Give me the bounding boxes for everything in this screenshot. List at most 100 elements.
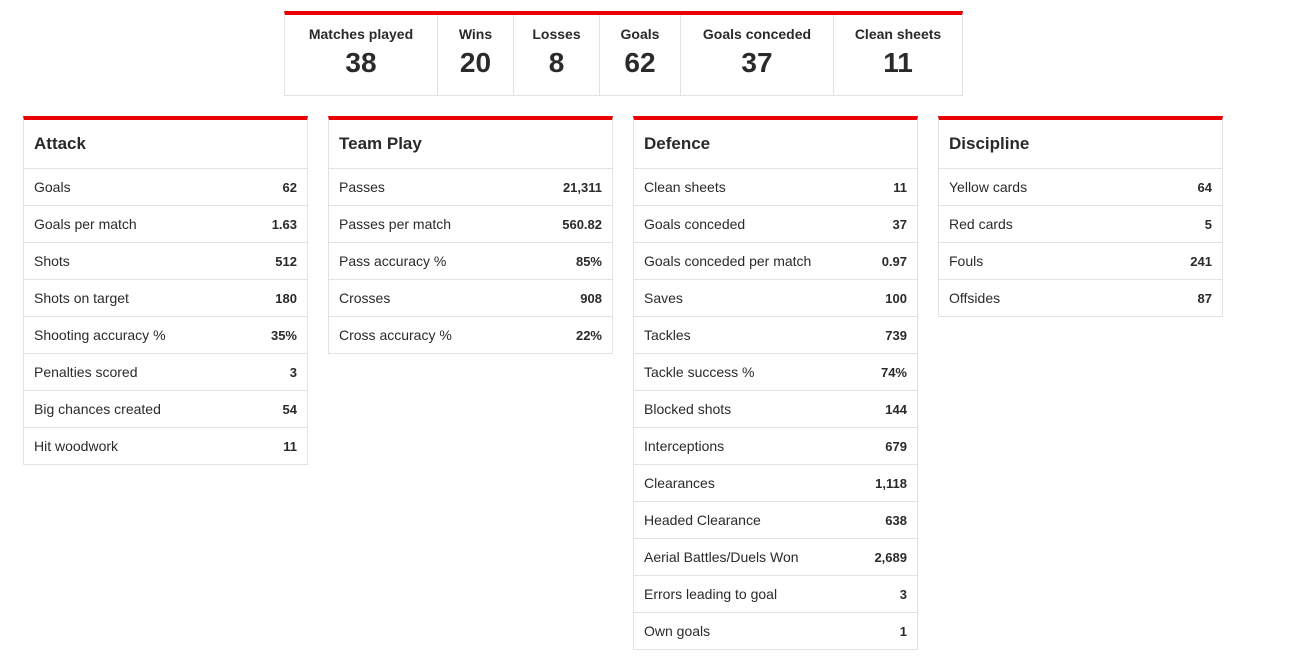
stat-value: 21,311	[562, 179, 602, 195]
stat-label: Headed Clearance	[644, 512, 761, 528]
stat-row: Passes 21,311	[329, 169, 612, 206]
panel-attack: Attack Goals 62 Goals per match 1.63 Shots…	[23, 116, 308, 465]
stat-value: 739	[885, 327, 907, 343]
stat-row: Interceptions 679	[634, 428, 917, 465]
stat-value: 22%	[575, 327, 602, 343]
stat-row: Goals conceded per match 0.97	[634, 243, 917, 280]
stat-value: 638	[885, 512, 907, 528]
stat-value: 62	[282, 179, 297, 195]
summary-value: 37	[741, 47, 773, 78]
stat-row: Hit woodwork 11	[24, 428, 307, 464]
season-summary: Matches played 38 Wins 20 Losses 8 Goals…	[284, 11, 963, 96]
summary-label: Goals conceded	[702, 26, 812, 42]
stat-value: 11	[283, 438, 297, 454]
stat-value: 100	[885, 290, 907, 306]
stat-row: Saves 100	[634, 280, 917, 317]
stat-label: Penalties scored	[34, 364, 138, 380]
stat-value: 512	[275, 253, 297, 269]
stat-value: 35%	[270, 327, 297, 343]
stat-label: Offsides	[949, 290, 1001, 306]
stat-label: Crosses	[339, 290, 391, 306]
stat-label: Goals	[34, 179, 71, 195]
stat-value: 37	[892, 216, 907, 232]
stat-row: Headed Clearance 638	[634, 502, 917, 539]
stat-label: Own goals	[644, 623, 711, 639]
stat-row: Goals conceded 37	[634, 206, 917, 243]
stat-value: 87	[1197, 290, 1212, 306]
stat-value: 5	[1204, 216, 1212, 232]
stat-label: Goals conceded per match	[644, 253, 812, 269]
stat-row: Shots 512	[24, 243, 307, 280]
stat-label: Fouls	[949, 253, 984, 269]
stat-value: 1.63	[271, 216, 297, 232]
stat-row: Shots on target 180	[24, 280, 307, 317]
stat-row: Big chances created 54	[24, 391, 307, 428]
panel-title: Attack	[24, 120, 307, 169]
stat-value: 64	[1197, 179, 1212, 195]
stat-value: 2,689	[874, 549, 907, 565]
stat-row: Pass accuracy % 85%	[329, 243, 612, 280]
stat-label: Clearances	[644, 475, 715, 491]
stat-value: 1	[899, 623, 907, 639]
summary-value: 62	[624, 47, 656, 78]
stat-row: Red cards 5	[939, 206, 1222, 243]
summary-value: 38	[345, 47, 377, 78]
stat-label: Blocked shots	[644, 401, 732, 417]
stat-value: 3	[289, 364, 297, 380]
stat-row: Cross accuracy % 22%	[329, 317, 612, 353]
stat-label: Goals conceded	[644, 216, 746, 232]
panel-team-play: Team Play Passes 21,311 Passes per match 5…	[328, 116, 613, 354]
stat-label: Passes per match	[339, 216, 452, 232]
summary-label: Clean sheets	[854, 26, 942, 42]
stat-value: 180	[275, 290, 297, 306]
stat-row: Penalties scored 3	[24, 354, 307, 391]
stat-row: Goals per match 1.63	[24, 206, 307, 243]
stat-value: 54	[282, 401, 297, 417]
stat-row: Goals 62	[24, 169, 307, 206]
stat-value: 11	[893, 179, 907, 195]
summary-label: Goals	[620, 26, 660, 42]
stat-label: Interceptions	[644, 438, 725, 454]
stat-label: Tackles	[644, 327, 691, 343]
summary-matches-played: Matches played 38	[285, 15, 438, 95]
stat-row: Tackles 739	[634, 317, 917, 354]
stat-value: 679	[885, 438, 907, 454]
stat-row: Clearances 1,118	[634, 465, 917, 502]
stat-label: Hit woodwork	[34, 438, 119, 454]
stat-value: 1,118	[875, 475, 907, 491]
panel-title: Team Play	[329, 120, 612, 169]
stat-value: 144	[885, 401, 907, 417]
summary-goals: Goals 62	[600, 15, 681, 95]
stat-label: Big chances created	[34, 401, 161, 417]
summary-clean-sheets: Clean sheets 11	[834, 15, 962, 95]
stat-row: Fouls 241	[939, 243, 1222, 280]
stat-row: Tackle success % 74%	[634, 354, 917, 391]
panel-defence: Defence Clean sheets 11 Goals conceded 37 …	[633, 116, 918, 650]
summary-value: 8	[548, 47, 565, 78]
stat-row: Errors leading to goal 3	[634, 576, 917, 613]
summary-label: Matches played	[308, 26, 414, 42]
summary-wins: Wins 20	[438, 15, 514, 95]
stat-label: Shooting accuracy %	[34, 327, 166, 343]
stat-label: Passes	[339, 179, 385, 195]
stat-row: Crosses 908	[329, 280, 612, 317]
summary-value: 11	[883, 47, 913, 78]
summary-label: Losses	[532, 26, 581, 42]
stat-label: Shots on target	[34, 290, 129, 306]
summary-value: 20	[459, 47, 492, 78]
stat-label: Cross accuracy %	[339, 327, 452, 343]
summary-losses: Losses 8	[514, 15, 600, 95]
summary-label: Wins	[458, 26, 493, 42]
stat-label: Pass accuracy %	[339, 253, 447, 269]
stat-row: Clean sheets 11	[634, 169, 917, 206]
stat-label: Clean sheets	[644, 179, 726, 195]
stat-label: Saves	[644, 290, 683, 306]
stat-value: 0.97	[881, 253, 907, 269]
stat-row: Yellow cards 64	[939, 169, 1222, 206]
stat-row: Passes per match 560.82	[329, 206, 612, 243]
stat-row: Offsides 87	[939, 280, 1222, 316]
stat-value: 74%	[880, 364, 907, 380]
stat-value: 3	[899, 586, 907, 602]
stat-label: Red cards	[949, 216, 1013, 232]
stat-value: 241	[1190, 253, 1212, 269]
